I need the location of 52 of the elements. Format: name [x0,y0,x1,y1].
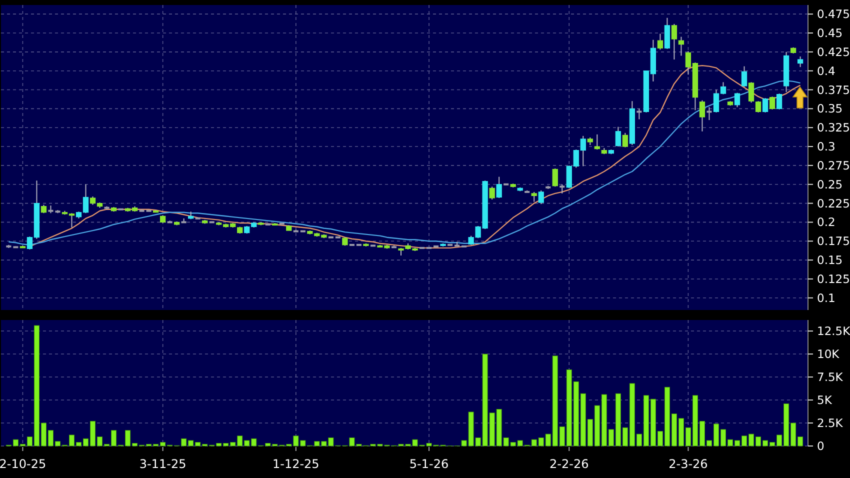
candlestick [734,92,740,108]
candlestick [797,56,804,68]
candlestick [538,190,544,205]
candlestick [622,132,628,148]
x-tick-label: 2-2-26 [550,457,589,471]
candlestick [699,100,706,132]
candlestick [776,93,782,110]
candlestick [558,184,566,194]
candlestick [489,186,495,200]
x-tick-label: 2-10-25 [0,457,46,471]
candlestick [769,96,776,110]
candlestick [706,106,713,121]
y-tick-label: 0.1 [817,290,836,305]
y-tick-label: 10K [817,347,840,362]
y-tick-label: 0.375 [817,82,850,97]
y-tick-label: 0.45 [817,26,843,40]
y-tick-label: 0 [817,439,824,454]
x-tick-label: 2-3-26 [668,457,708,471]
candlestick [636,108,643,120]
y-tick-label: 0.125 [817,272,850,286]
y-tick-label: 0.25 [817,177,843,192]
x-tick-label: 3-11-25 [139,457,186,471]
y-tick-label: 0.3 [817,140,836,154]
y-tick-label: 0.4 [817,64,836,78]
y-tick-label: 0.325 [817,120,850,135]
candlestick [552,168,558,188]
y-tick-label: 0.2 [817,215,836,230]
y-tick-label: 12.5K [817,324,850,338]
candlestick [615,126,621,148]
y-tick-label: 0.225 [817,196,850,210]
candlestick [594,134,600,150]
y-tick-label: 0.15 [817,253,843,268]
candlestick [531,191,537,202]
candlestick [657,33,664,50]
x-tick-label: 1-12-25 [272,457,320,471]
candlestick [678,36,684,56]
y-tick-label: 0.35 [817,102,843,116]
y-tick-label: 2.5K [817,416,844,430]
candlestick [671,23,678,60]
candlestick [664,17,670,50]
x-tick-label: 5-1-26 [409,457,449,471]
candlestick [762,98,768,113]
y-tick-label: 0.275 [817,158,850,172]
candlestick [741,66,748,88]
candlestick [496,176,502,198]
y-tick-label: 5K [817,393,832,408]
candlestick [755,100,762,113]
y-tick-label: 0.475 [817,7,850,22]
y-tick-label: 0.175 [817,234,850,248]
candlestick [748,82,754,104]
y-tick-label: 0.425 [817,44,850,59]
y-tick-label: 7.5K [817,370,844,384]
